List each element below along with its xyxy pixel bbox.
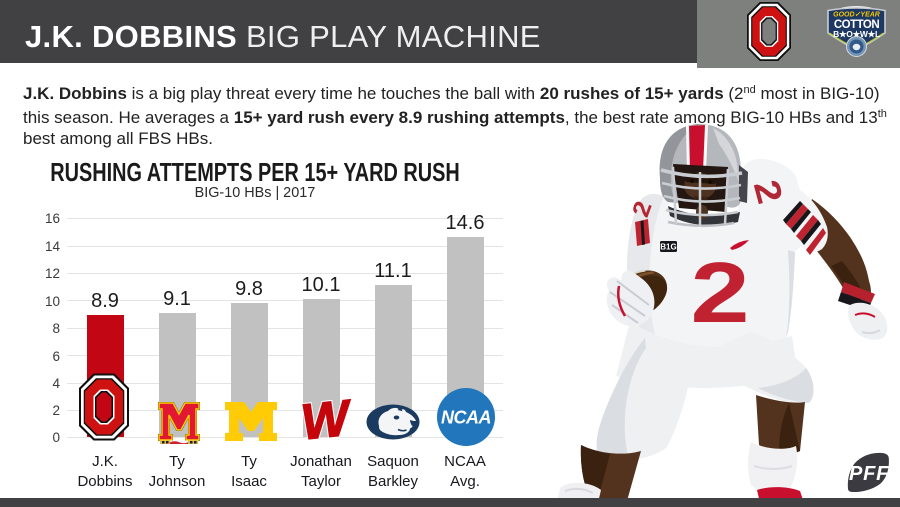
svg-text:W: W — [299, 389, 356, 450]
svg-text:COTTON: COTTON — [834, 19, 880, 31]
svg-text:PFF: PFF — [849, 463, 889, 485]
svg-text:NCAA: NCAA — [441, 408, 491, 428]
svg-text:W: W — [299, 389, 356, 450]
svg-text:B★O★W★L: B★O★W★L — [833, 29, 880, 39]
svg-text:GOOD✓YEAR: GOOD✓YEAR — [833, 12, 880, 19]
svg-text:2: 2 — [690, 246, 749, 341]
svg-text:B1G: B1G — [660, 243, 676, 252]
